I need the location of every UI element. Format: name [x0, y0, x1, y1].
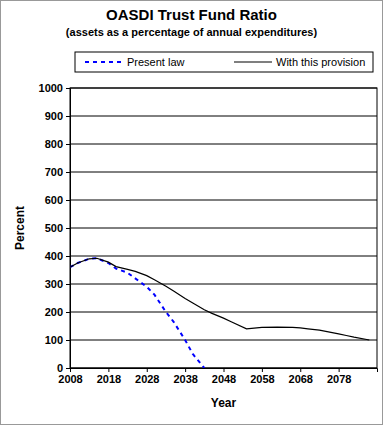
tick-mark — [300, 368, 301, 372]
tick-mark — [66, 144, 70, 145]
legend-label: With this provision — [276, 56, 365, 68]
tick: 900 — [45, 110, 70, 122]
title: OASDI Trust Fund Ratio — [106, 6, 277, 23]
tick-mark — [66, 368, 70, 369]
tick: 2008 — [58, 368, 82, 385]
tick-label: 600 — [45, 194, 63, 206]
legend-box — [75, 52, 373, 72]
tick-label: 2038 — [173, 373, 197, 385]
grid-line — [70, 200, 377, 201]
background — [1, 1, 383, 425]
tick-label: 2028 — [135, 373, 159, 385]
plot-area — [70, 258, 369, 368]
tick-mark — [70, 368, 71, 372]
tick-mark — [66, 284, 70, 285]
x-axis: 2008 2018 2028 2038 2048 2058 2068 2078 — [58, 368, 377, 385]
grid-line — [70, 144, 377, 145]
tick: 2028 — [135, 368, 159, 385]
tick-mark — [262, 368, 263, 372]
tick: 2018 — [97, 368, 121, 385]
tick-label: 2008 — [58, 373, 82, 385]
tick-label: 700 — [45, 166, 63, 178]
tick-label: 2078 — [327, 373, 351, 385]
tick-label: 500 — [45, 222, 63, 234]
legend: Present law With this provision — [75, 52, 373, 72]
tick-mark — [66, 340, 70, 341]
legend-swatch — [85, 61, 123, 63]
tick: 300 — [45, 278, 70, 290]
series-line — [70, 258, 369, 340]
tick-label: 900 — [45, 110, 63, 122]
tick-mark — [224, 368, 225, 372]
tick: 2078 — [327, 368, 351, 385]
axis-line — [71, 369, 378, 373]
grid-line — [70, 228, 377, 229]
tick-label: 2018 — [97, 373, 121, 385]
tick-mark — [66, 88, 70, 89]
tick: 800 — [45, 138, 70, 150]
legend-swatch — [234, 61, 272, 62]
tick: 500 — [45, 222, 70, 234]
subtitle: (assets as a percentage of annual expend… — [66, 26, 318, 38]
tick-label: 2058 — [250, 373, 274, 385]
tick-label: 1000 — [39, 82, 63, 94]
tick-label: 2048 — [212, 373, 236, 385]
tick-label: 2068 — [289, 373, 313, 385]
y-axis-title: Percent — [13, 206, 27, 250]
legend-label: Present law — [127, 56, 185, 68]
tick-mark — [339, 368, 340, 372]
tick: 2038 — [173, 368, 197, 385]
grid-line — [70, 256, 377, 257]
tick: 2058 — [250, 368, 274, 385]
grid-line — [70, 284, 377, 285]
tick: 2068 — [289, 368, 313, 385]
tick-label: 800 — [45, 138, 63, 150]
tick-mark — [66, 312, 70, 313]
series-line — [70, 258, 204, 368]
tick: 100 — [45, 334, 70, 346]
tick-label: 400 — [45, 250, 63, 262]
y-axis: 01002003004005006007008009001000 — [39, 82, 71, 374]
plot-frame — [70, 88, 377, 368]
tick: 700 — [45, 166, 70, 178]
grid — [70, 88, 377, 368]
tick-mark — [108, 368, 109, 372]
tick: 400 — [45, 250, 70, 262]
tick-mark — [66, 172, 70, 173]
tick: 200 — [45, 306, 70, 318]
tick-mark — [66, 256, 70, 257]
tick-mark — [66, 200, 70, 201]
tick-label: 100 — [45, 334, 63, 346]
grid-line — [70, 172, 377, 173]
tick-mark — [185, 368, 186, 372]
tick: 2048 — [212, 368, 236, 385]
grid-line — [70, 340, 377, 341]
tick: 1000 — [39, 82, 70, 94]
grid-line — [70, 312, 377, 313]
tick-mark — [66, 228, 70, 229]
tick-mark — [66, 116, 70, 117]
x-axis-title: Year — [211, 396, 237, 410]
tick-label: 300 — [45, 278, 63, 290]
tick-mark — [147, 368, 148, 372]
tick: 600 — [45, 194, 70, 206]
grid-line — [70, 116, 377, 117]
axis-line — [66, 89, 71, 369]
chart: OASDI Trust Fund Ratio (assets as a perce… — [0, 0, 383, 425]
tick-label: 200 — [45, 306, 63, 318]
